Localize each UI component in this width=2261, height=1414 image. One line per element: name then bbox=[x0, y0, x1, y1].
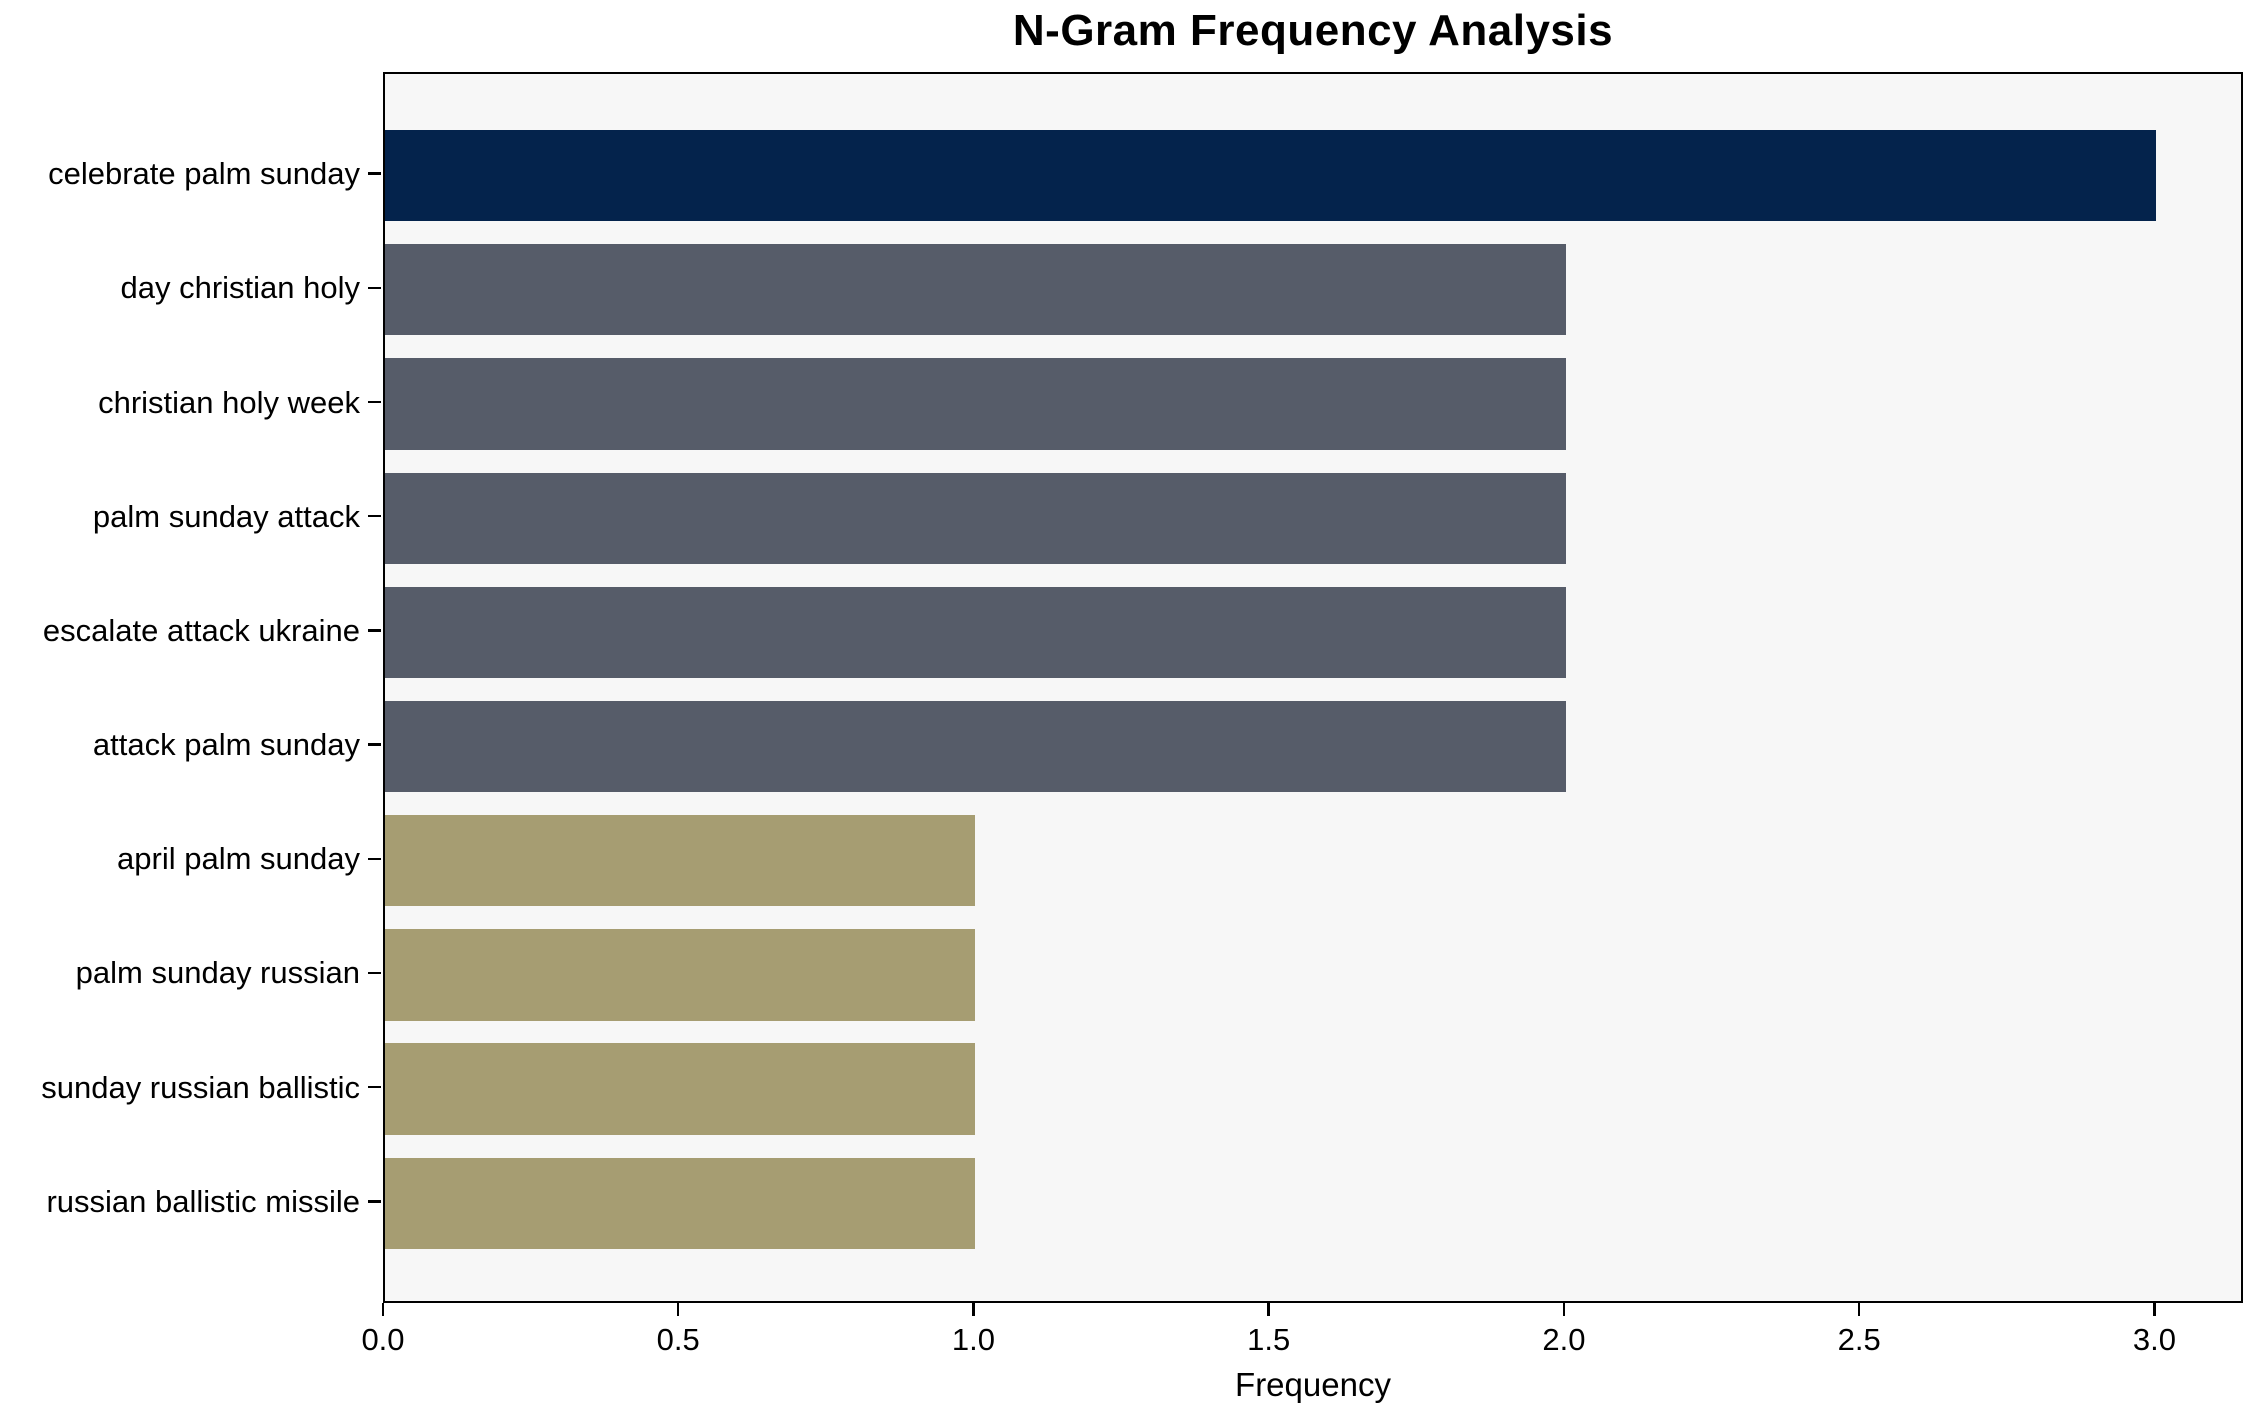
y-tick-mark bbox=[368, 514, 381, 518]
bar bbox=[385, 586, 1566, 679]
y-tick-mark bbox=[368, 1085, 381, 1089]
chart-title: N-Gram Frequency Analysis bbox=[1012, 6, 1614, 55]
bar bbox=[385, 244, 1566, 336]
y-tick-mark bbox=[368, 1200, 381, 1203]
x-tick-label: 1.0 bbox=[951, 1322, 996, 1357]
bar bbox=[385, 1157, 976, 1250]
bar bbox=[385, 358, 1566, 450]
x-tick-label: 2.5 bbox=[1837, 1322, 1881, 1357]
y-tick-mark bbox=[368, 172, 381, 175]
y-tick-mark bbox=[368, 400, 381, 404]
y-tick-label: day christian holy bbox=[120, 270, 360, 306]
plot-area bbox=[383, 72, 2243, 1303]
y-tick-mark bbox=[368, 286, 381, 290]
y-tick-label: russian ballistic missile bbox=[46, 1183, 360, 1219]
x-tick-mark bbox=[381, 1303, 385, 1316]
x-tick-label: 2.0 bbox=[1542, 1322, 1586, 1357]
bar bbox=[385, 700, 1566, 793]
x-tick-mark bbox=[972, 1303, 975, 1316]
y-tick-label: christian holy week bbox=[98, 384, 360, 420]
x-tick-mark bbox=[2153, 1303, 2156, 1316]
x-tick-label: 0.5 bbox=[656, 1322, 700, 1357]
bar bbox=[385, 472, 1566, 564]
y-tick-label: palm sunday russian bbox=[75, 955, 360, 991]
y-tick-label: april palm sunday bbox=[117, 841, 360, 877]
y-tick-label: sunday russian ballistic bbox=[41, 1069, 360, 1105]
x-tick-mark bbox=[1562, 1303, 1566, 1316]
x-tick-mark bbox=[1267, 1303, 1270, 1316]
y-tick-label: attack palm sunday bbox=[92, 727, 360, 763]
y-tick-mark bbox=[368, 857, 381, 861]
bar bbox=[385, 1043, 976, 1135]
y-tick-label: palm sunday attack bbox=[92, 498, 360, 534]
y-tick-mark bbox=[368, 743, 381, 746]
bar bbox=[385, 929, 976, 1021]
y-tick-mark bbox=[368, 629, 381, 632]
x-tick-label: 3.0 bbox=[2132, 1322, 2176, 1357]
x-tick-label: 1.5 bbox=[1247, 1322, 1291, 1357]
x-tick-label: 0.0 bbox=[361, 1322, 405, 1357]
bar bbox=[385, 815, 976, 907]
y-tick-mark bbox=[368, 971, 381, 975]
y-tick-label: escalate attack ukraine bbox=[42, 612, 360, 648]
x-tick-mark bbox=[1857, 1303, 1861, 1316]
x-tick-mark bbox=[676, 1303, 680, 1316]
y-tick-label: celebrate palm sunday bbox=[48, 156, 360, 192]
bar bbox=[385, 129, 2157, 222]
x-axis-title: Frequency bbox=[1235, 1366, 1391, 1403]
